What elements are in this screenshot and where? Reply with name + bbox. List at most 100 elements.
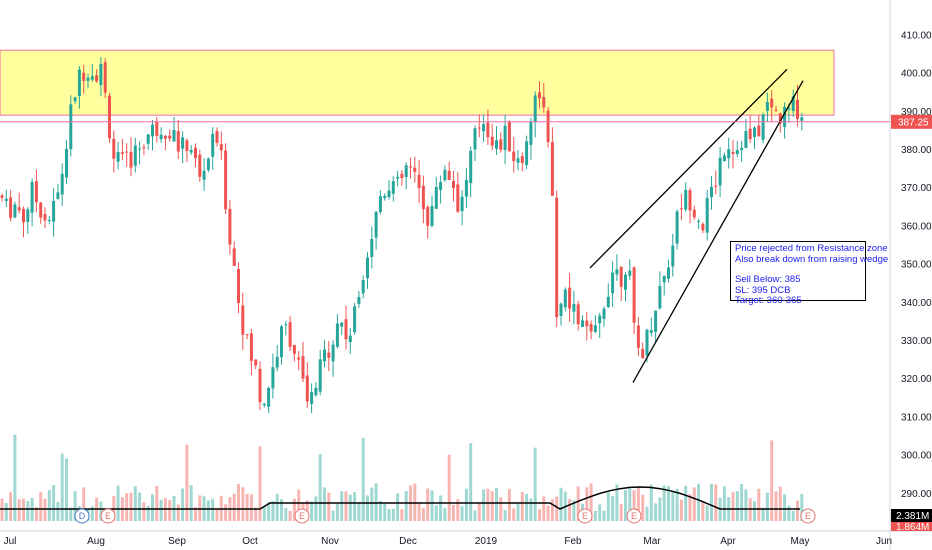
candle-body[interactable]	[314, 387, 318, 396]
candle-body[interactable]	[705, 197, 709, 233]
wedge-upper-line[interactable]	[589, 68, 788, 269]
candle-body[interactable]	[636, 325, 640, 348]
candle-body[interactable]	[671, 245, 675, 267]
candle-body[interactable]	[391, 181, 395, 194]
candle-body[interactable]	[688, 190, 692, 211]
candle-body[interactable]	[654, 310, 658, 332]
candle-body[interactable]	[645, 329, 649, 356]
candle-body[interactable]	[559, 303, 563, 317]
candle-body[interactable]	[168, 135, 172, 139]
candle-body[interactable]	[34, 181, 38, 203]
candle-body[interactable]	[765, 101, 769, 111]
candle-body[interactable]	[26, 209, 30, 222]
event-marker[interactable]	[800, 508, 816, 524]
candle-body[interactable]	[658, 286, 662, 309]
candle-body[interactable]	[327, 352, 331, 358]
candle-body[interactable]	[701, 223, 705, 231]
candle-body[interactable]	[667, 267, 670, 279]
candle-body[interactable]	[748, 128, 752, 140]
candle-body[interactable]	[533, 95, 537, 123]
candle-body[interactable]	[103, 62, 107, 93]
candle-body[interactable]	[237, 269, 240, 303]
candle-body[interactable]	[710, 186, 713, 198]
candle-body[interactable]	[82, 72, 86, 81]
candle-body[interactable]	[357, 296, 361, 305]
candle-body[interactable]	[722, 155, 726, 162]
candle-body[interactable]	[409, 166, 412, 168]
candle-body[interactable]	[344, 319, 348, 340]
candle-body[interactable]	[142, 147, 146, 149]
event-marker[interactable]	[294, 508, 310, 524]
candle-body[interactable]	[542, 97, 546, 108]
candle-body[interactable]	[477, 127, 481, 129]
candle-body[interactable]	[262, 403, 266, 406]
candle-body[interactable]	[464, 180, 468, 197]
candle-body[interactable]	[22, 209, 25, 223]
candle-body[interactable]	[679, 208, 683, 210]
candle-body[interactable]	[787, 108, 791, 110]
candle-body[interactable]	[318, 359, 322, 392]
candle-body[interactable]	[52, 200, 56, 222]
candle-body[interactable]	[430, 205, 434, 226]
candle-body[interactable]	[65, 148, 68, 178]
candle-body[interactable]	[740, 147, 744, 151]
candle-body[interactable]	[538, 92, 541, 99]
candle-body[interactable]	[254, 359, 258, 366]
candle-body[interactable]	[490, 136, 494, 146]
candle-body[interactable]	[69, 104, 73, 150]
candle-body[interactable]	[112, 138, 116, 159]
candle-body[interactable]	[301, 355, 305, 379]
candle-body[interactable]	[529, 122, 533, 145]
candle-body[interactable]	[284, 324, 288, 326]
candle-body[interactable]	[146, 134, 150, 144]
candle-body[interactable]	[138, 148, 142, 150]
candle-body[interactable]	[13, 204, 17, 218]
candle-body[interactable]	[684, 189, 688, 210]
candle-body[interactable]	[735, 150, 739, 155]
wedge-lower-line[interactable]	[632, 80, 804, 383]
candle-body[interactable]	[546, 110, 550, 143]
event-marker[interactable]	[626, 508, 642, 524]
candle-body[interactable]	[791, 96, 795, 112]
candle-body[interactable]	[727, 149, 731, 159]
candle-body[interactable]	[413, 167, 417, 172]
candle-body[interactable]	[249, 333, 253, 361]
candle-body[interactable]	[417, 174, 421, 188]
candle-body[interactable]	[374, 211, 378, 238]
candle-body[interactable]	[697, 220, 701, 222]
event-marker[interactable]	[100, 508, 116, 524]
candle-body[interactable]	[258, 368, 262, 403]
candle-body[interactable]	[507, 122, 511, 152]
candle-body[interactable]	[310, 392, 314, 405]
candle-body[interactable]	[615, 269, 619, 275]
candle-body[interactable]	[120, 152, 124, 154]
candle-body[interactable]	[632, 267, 636, 323]
candle-body[interactable]	[611, 272, 615, 294]
candle-body[interactable]	[366, 257, 369, 279]
candle-body[interactable]	[0, 195, 4, 198]
candle-body[interactable]	[778, 113, 782, 124]
candle-body[interactable]	[447, 170, 451, 180]
candle-body[interactable]	[439, 182, 443, 190]
resistance-zone[interactable]	[0, 49, 835, 116]
candle-body[interactable]	[335, 323, 339, 347]
candle-body[interactable]	[206, 158, 210, 170]
candle-body[interactable]	[323, 349, 326, 362]
candle-body[interactable]	[194, 147, 197, 159]
candle-body[interactable]	[404, 165, 408, 177]
candle-body[interactable]	[370, 238, 374, 257]
candle-body[interactable]	[473, 128, 477, 150]
candle-body[interactable]	[469, 150, 473, 184]
candle-body[interactable]	[585, 320, 589, 327]
candle-body[interactable]	[731, 152, 735, 154]
candle-body[interactable]	[129, 152, 133, 168]
candle-body[interactable]	[387, 190, 391, 198]
candle-body[interactable]	[39, 202, 43, 218]
candle-body[interactable]	[133, 145, 137, 166]
candle-body[interactable]	[108, 95, 111, 139]
candle-body[interactable]	[753, 127, 756, 137]
candle-body[interactable]	[361, 280, 365, 294]
candle-body[interactable]	[525, 141, 529, 166]
candle-body[interactable]	[211, 133, 215, 157]
